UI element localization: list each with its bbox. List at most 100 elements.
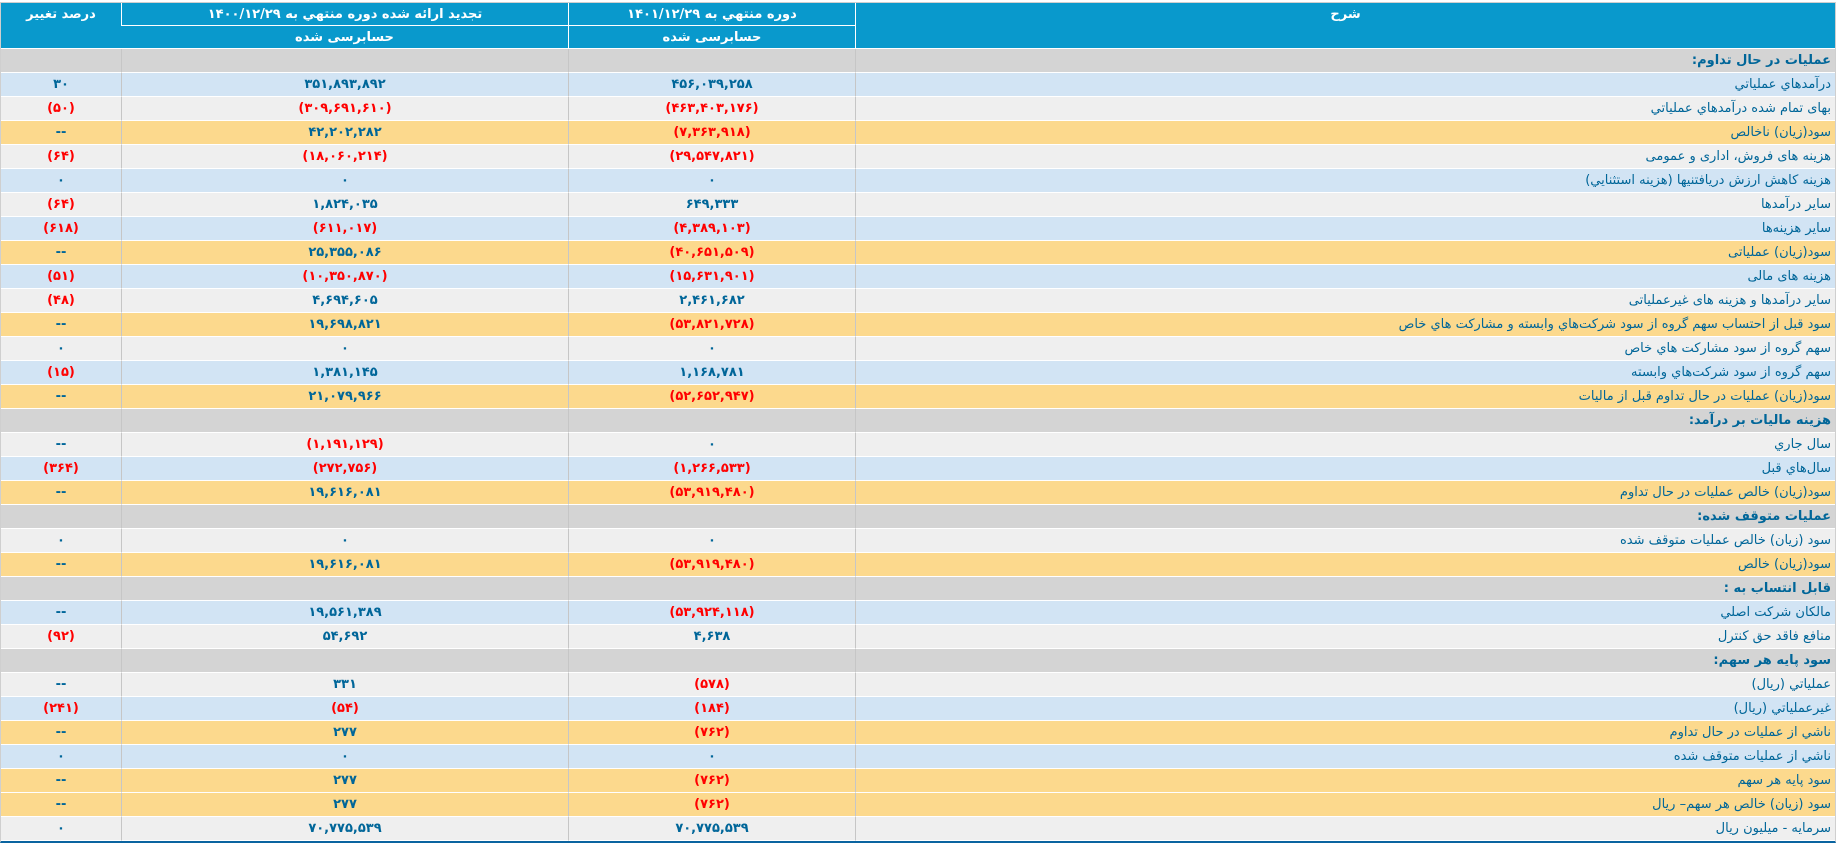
value-1400-cell: ۱۹,۶۱۶,۰۸۱ xyxy=(121,481,568,505)
value-1400-cell: ۰ xyxy=(121,745,568,769)
value-1400-cell: ۴,۶۹۴,۶۰۵ xyxy=(121,289,568,313)
col-header-percent-change: درصد تغییر xyxy=(1,3,121,49)
percent-change-cell: (۶۴) xyxy=(1,145,121,169)
row-label-cell: سال‌هاي قبل xyxy=(855,457,1835,481)
table-row: هزينه های فروش، اداری و عمومی (۲۹,۵۴۷,۸۲۱… xyxy=(1,145,1835,169)
value-1400-cell: (۱۸,۰۶۰,۲۱۴) xyxy=(121,145,568,169)
row-label-cell: مالکان شرکت اصلي xyxy=(855,601,1835,625)
row-label-cell: هزينه ماليات بر درآمد: xyxy=(855,409,1835,433)
value-1401-cell: ۰ xyxy=(568,169,855,193)
table-row: سود (زيان) خالص هر سهم– ريال (۷۶۲) ۲۷۷ -- xyxy=(1,793,1835,817)
row-label-cell: ناشي از عمليات در حال تداوم xyxy=(855,721,1835,745)
percent-change-cell: -- xyxy=(1,553,121,577)
percent-change-cell: ۳۰ xyxy=(1,73,121,97)
value-1400-cell: ۰ xyxy=(121,169,568,193)
value-1400-cell: ۰ xyxy=(121,337,568,361)
value-1401-cell: (۷,۳۶۳,۹۱۸) xyxy=(568,121,855,145)
row-label-cell: سود پايه هر سهم: xyxy=(855,649,1835,673)
percent-change-cell: -- xyxy=(1,601,121,625)
value-1401-cell: ۷۰,۷۷۵,۵۳۹ xyxy=(568,817,855,841)
row-label-cell: ساير هزينه‌ها xyxy=(855,217,1835,241)
col-header-period-1400-restated: تجدید ارائه شده دوره منتهي به ۱۴۰۰/۱۲/۲۹ xyxy=(121,3,568,26)
row-label-cell: هزينه های مالی xyxy=(855,265,1835,289)
value-1401-cell: (۵۳,۹۲۴,۱۱۸) xyxy=(568,601,855,625)
value-1401-cell: (۱۵,۶۳۱,۹۰۱) xyxy=(568,265,855,289)
table-header: شرح دوره منتهي به ۱۴۰۱/۱۲/۲۹ تجدید ارائه… xyxy=(1,3,1835,49)
table-row: غيرعملياتي (ريال) (۱۸۴) (۵۴) (۲۴۱) xyxy=(1,697,1835,721)
row-label-cell: سود(زيان) ناخالص xyxy=(855,121,1835,145)
value-1401-cell: ۰ xyxy=(568,529,855,553)
value-1401-cell: ۴۵۶,۰۳۹,۲۵۸ xyxy=(568,73,855,97)
percent-change-cell: -- xyxy=(1,769,121,793)
table-row: ساير هزينه‌ها (۴,۳۸۹,۱۰۳) (۶۱۱,۰۱۷) (۶۱۸) xyxy=(1,217,1835,241)
value-1401-cell xyxy=(568,409,855,433)
percent-change-cell xyxy=(1,649,121,673)
row-label-cell: عملیات در حال تداوم: xyxy=(855,49,1835,73)
percent-change-cell: (۹۲) xyxy=(1,625,121,649)
row-label-cell: بهای تمام شده درآمدهاي عملياتي xyxy=(855,97,1835,121)
table-row: ساير درآمدها و هزينه های غيرعملياتی ۲,۴۶۱… xyxy=(1,289,1835,313)
percent-change-cell: ۰ xyxy=(1,745,121,769)
value-1401-cell: ۶۴۹,۳۳۳ xyxy=(568,193,855,217)
col-header-period-1401: دوره منتهي به ۱۴۰۱/۱۲/۲۹ xyxy=(568,3,855,26)
percent-change-cell: (۳۶۴) xyxy=(1,457,121,481)
percent-change-cell: ۰ xyxy=(1,529,121,553)
value-1401-cell: ۰ xyxy=(568,337,855,361)
value-1401-cell: (۷۶۲) xyxy=(568,769,855,793)
value-1400-cell: (۵۴) xyxy=(121,697,568,721)
table-row: مالکان شرکت اصلي (۵۳,۹۲۴,۱۱۸) ۱۹,۵۶۱,۳۸۹ -- xyxy=(1,601,1835,625)
value-1400-cell: ۱۹,۶۹۸,۸۲۱ xyxy=(121,313,568,337)
value-1401-cell: (۴۶۳,۴۰۳,۱۷۶) xyxy=(568,97,855,121)
value-1401-cell xyxy=(568,649,855,673)
value-1400-cell: (۱,۱۹۱,۱۲۹) xyxy=(121,433,568,457)
percent-change-cell xyxy=(1,409,121,433)
value-1401-cell xyxy=(568,577,855,601)
table-row: سال جاري ۰ (۱,۱۹۱,۱۲۹) -- xyxy=(1,433,1835,457)
value-1401-cell: ۰ xyxy=(568,433,855,457)
value-1401-cell: (۵۲,۶۵۲,۹۴۷) xyxy=(568,385,855,409)
table-row: سهم گروه از سود شرکت‌هاي وابسته ۱,۱۶۸,۷۸۱… xyxy=(1,361,1835,385)
value-1401-cell: (۴,۳۸۹,۱۰۳) xyxy=(568,217,855,241)
table-row: هزينه های مالی (۱۵,۶۳۱,۹۰۱) (۱۰,۳۵۰,۸۷۰) (۵… xyxy=(1,265,1835,289)
col-header-description: شرح xyxy=(855,3,1835,49)
value-1400-cell: ۵۴,۶۹۲ xyxy=(121,625,568,649)
table-row: درآمدهاي عملياتي ۴۵۶,۰۳۹,۲۵۸ ۳۵۱,۸۹۳,۸۹۲ ۳۰ xyxy=(1,73,1835,97)
table-row: سود(زيان) عملياتی (۴۰,۶۵۱,۵۰۹) ۲۵,۳۵۵,۰۸۶-… xyxy=(1,241,1835,265)
percent-change-cell: (۶۴) xyxy=(1,193,121,217)
value-1401-cell: (۱۸۴) xyxy=(568,697,855,721)
value-1400-cell: ۲۷۷ xyxy=(121,793,568,817)
percent-change-cell: (۵۱) xyxy=(1,265,121,289)
table-row: سود(زيان) عمليات در حال تداوم قبل از مال… xyxy=(1,385,1835,409)
row-label-cell: منافع فاقد حق کنترل xyxy=(855,625,1835,649)
row-label-cell: سرمايه - ميليون ريال xyxy=(855,817,1835,841)
value-1401-cell: ۰ xyxy=(568,745,855,769)
value-1401-cell: ۲,۴۶۱,۶۸۲ xyxy=(568,289,855,313)
row-label-cell: سود(زيان) عمليات در حال تداوم قبل از مال… xyxy=(855,385,1835,409)
percent-change-cell: -- xyxy=(1,241,121,265)
table-body: عملیات در حال تداوم: درآمدهاي عملياتي ۴۵۶,… xyxy=(1,49,1835,841)
table-row: ناشي از عمليات متوقف شده ۰ ۰ ۰ xyxy=(1,745,1835,769)
value-1400-cell xyxy=(121,649,568,673)
table-row: سود قبل از احتساب سهم گروه از سود شرکت‌ه… xyxy=(1,313,1835,337)
value-1400-cell: ۱,۸۲۴,۰۳۵ xyxy=(121,193,568,217)
value-1400-cell: ۱,۳۸۱,۱۴۵ xyxy=(121,361,568,385)
value-1401-cell: ۴,۶۳۸ xyxy=(568,625,855,649)
row-label-cell: سود (زيان) خالص عمليات متوقف شده xyxy=(855,529,1835,553)
percent-change-cell: (۶۱۸) xyxy=(1,217,121,241)
row-label-cell: هزينه كاهش ارزش دريافتنيها (هزينه استثنا… xyxy=(855,169,1835,193)
header-row-periods: شرح دوره منتهي به ۱۴۰۱/۱۲/۲۹ تجدید ارائه… xyxy=(1,3,1835,49)
row-label-cell: عملياتي (ريال) xyxy=(855,673,1835,697)
percent-change-cell: -- xyxy=(1,313,121,337)
value-1400-cell: ۲۵,۳۵۵,۰۸۶ xyxy=(121,241,568,265)
percent-change-cell: ۰ xyxy=(1,169,121,193)
percent-change-cell: -- xyxy=(1,121,121,145)
value-1400-cell: ۲۷۷ xyxy=(121,769,568,793)
value-1400-cell: ۷۰,۷۷۵,۵۳۹ xyxy=(121,817,568,841)
row-label-cell: سود (زيان) خالص هر سهم– ريال xyxy=(855,793,1835,817)
table-row: سرمايه - ميليون ريال ۷۰,۷۷۵,۵۳۹ ۷۰,۷۷۵,۵۳۹… xyxy=(1,817,1835,841)
value-1400-cell: (۱۰,۳۵۰,۸۷۰) xyxy=(121,265,568,289)
table-row: سود پايه هر سهم (۷۶۲) ۲۷۷ -- xyxy=(1,769,1835,793)
percent-change-cell: -- xyxy=(1,673,121,697)
